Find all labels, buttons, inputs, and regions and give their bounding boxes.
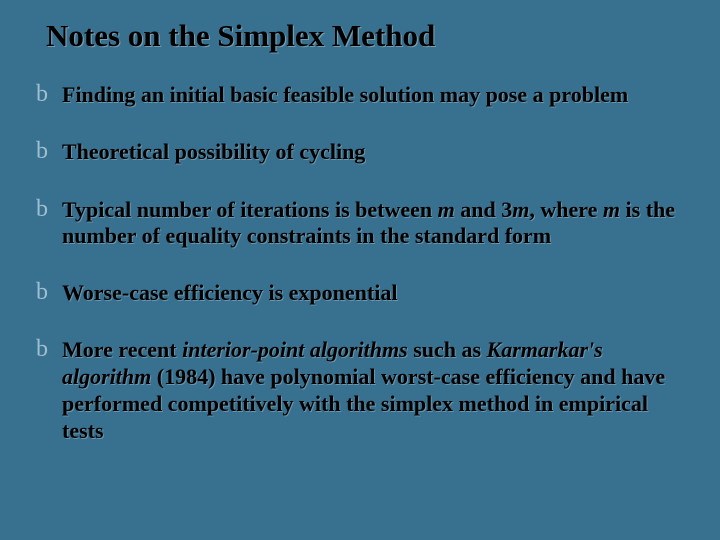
bullet-item: bTypical number of iterations is between… xyxy=(36,197,686,251)
text-run: , where xyxy=(529,197,603,222)
text-run: interior-point algorithms xyxy=(182,337,408,362)
bullet-glyph-icon: b xyxy=(36,80,62,109)
text-run: Theoretical possibility of cycling xyxy=(62,139,365,164)
bullet-item: bWorse-case efficiency is exponential xyxy=(36,280,686,307)
bullet-glyph-icon: b xyxy=(36,137,62,166)
text-run: and 3 xyxy=(455,197,512,222)
text-run: m xyxy=(512,197,529,222)
bullet-glyph-icon: b xyxy=(36,335,62,364)
slide-title: Notes on the Simplex Method xyxy=(46,18,686,54)
bullet-item: bMore recent interior-point algorithms s… xyxy=(36,337,686,444)
bullet-text: Typical number of iterations is between … xyxy=(62,197,686,251)
text-run: (1984) have polynomial worst-case effici… xyxy=(62,364,665,443)
text-run: m xyxy=(438,197,455,222)
text-run: m xyxy=(603,197,620,222)
bullet-text: More recent interior-point algorithms su… xyxy=(62,337,686,444)
text-run: Finding an initial basic feasible soluti… xyxy=(62,82,628,107)
text-run: More recent xyxy=(62,337,182,362)
bullet-text: Theoretical possibility of cycling xyxy=(62,139,686,166)
bullet-item: bTheoretical possibility of cycling xyxy=(36,139,686,166)
bullet-list: bFinding an initial basic feasible solut… xyxy=(34,82,686,445)
text-run: Typical number of iterations is between xyxy=(62,197,438,222)
bullet-item: bFinding an initial basic feasible solut… xyxy=(36,82,686,109)
bullet-text: Finding an initial basic feasible soluti… xyxy=(62,82,686,109)
slide: Notes on the Simplex Method bFinding an … xyxy=(0,0,720,540)
bullet-glyph-icon: b xyxy=(36,195,62,224)
bullet-text: Worse-case efficiency is exponential xyxy=(62,280,686,307)
text-run: Worse-case efficiency is exponential xyxy=(62,280,397,305)
bullet-glyph-icon: b xyxy=(36,278,62,307)
text-run: such as xyxy=(408,337,487,362)
